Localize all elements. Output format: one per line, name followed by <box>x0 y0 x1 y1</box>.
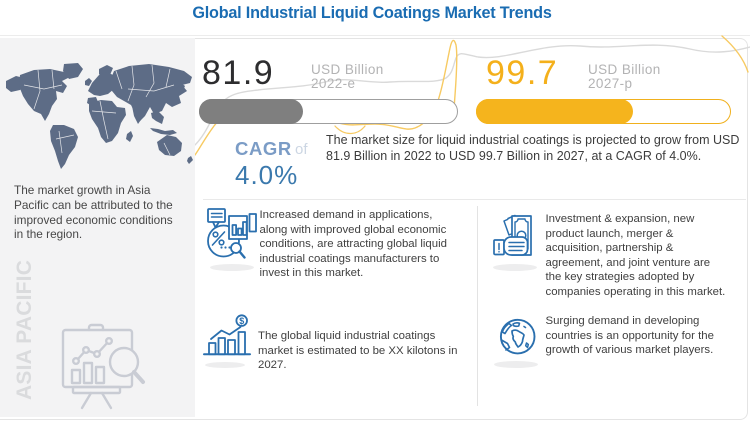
svg-text:$: $ <box>239 316 244 326</box>
